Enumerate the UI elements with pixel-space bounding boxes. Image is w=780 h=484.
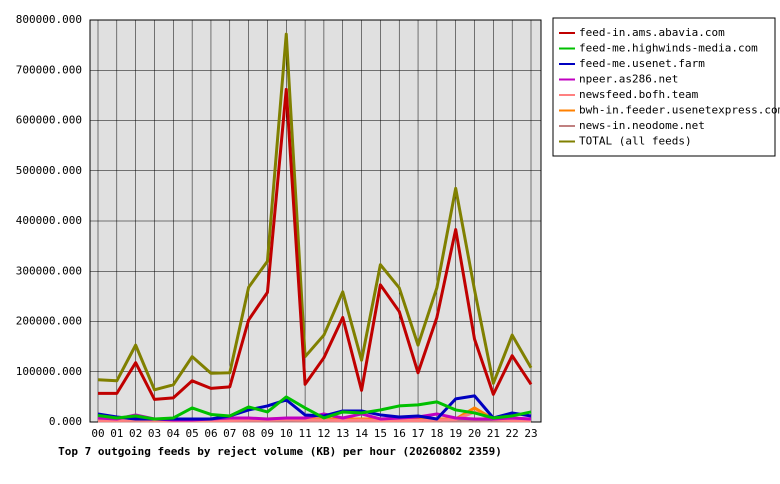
legend-label: npeer.as286.net — [579, 73, 678, 86]
x-tick-label: 15 — [374, 427, 387, 440]
x-tick-label: 06 — [204, 427, 217, 440]
x-tick-label: 17 — [411, 427, 424, 440]
x-tick-label: 01 — [110, 427, 123, 440]
x-tick-label: 07 — [223, 427, 236, 440]
x-tick-label: 11 — [298, 427, 311, 440]
x-tick-label: 00 — [91, 427, 104, 440]
x-tick-label: 13 — [336, 427, 349, 440]
legend-label: TOTAL (all feeds) — [579, 135, 692, 148]
legend-label: newsfeed.bofh.team — [579, 88, 699, 101]
y-tick-label: 300000.000 — [16, 264, 82, 277]
legend-label: feed-in.ams.abavia.com — [579, 26, 725, 39]
series-line — [97, 32, 533, 392]
x-tick-label: 18 — [430, 427, 443, 440]
x-tick-label: 14 — [355, 427, 369, 440]
legend-label: bwh-in.feeder.usenetexpress.com — [579, 104, 780, 117]
x-tick-label: 02 — [129, 427, 142, 440]
legend-label: feed-me.highwinds-media.com — [579, 42, 758, 55]
series-line — [98, 87, 533, 401]
legend-label: feed-me.usenet.farm — [579, 57, 705, 70]
x-tick-label: 03 — [148, 427, 161, 440]
chart-title: Top 7 outgoing feeds by reject volume (K… — [58, 445, 502, 458]
x-tick-label: 10 — [280, 427, 293, 440]
x-tick-label: 12 — [317, 427, 330, 440]
y-tick-label: 700000.000 — [16, 63, 82, 76]
x-tick-label: 20 — [468, 427, 481, 440]
series-line — [97, 395, 532, 421]
y-tick-label: 500000.000 — [16, 164, 82, 177]
x-tick-label: 19 — [449, 427, 462, 440]
x-tick-label: 16 — [393, 427, 406, 440]
y-tick-label: 100000.000 — [16, 365, 82, 378]
legend-box — [552, 17, 776, 157]
legend-label: news-in.neodome.net — [579, 119, 705, 132]
x-tick-label: 21 — [487, 427, 500, 440]
x-tick-label: 22 — [506, 427, 519, 440]
y-tick-label: 400000.000 — [16, 214, 82, 227]
y-tick-label: 200000.000 — [16, 315, 82, 328]
x-tick-label: 23 — [524, 427, 537, 440]
y-tick-label: 0.000 — [49, 415, 82, 428]
x-tick-label: 05 — [186, 427, 199, 440]
x-tick-label: 08 — [242, 427, 255, 440]
x-tick-label: 04 — [167, 427, 181, 440]
y-tick-label: 600000.000 — [16, 114, 82, 127]
x-tick-label: 09 — [261, 427, 274, 440]
y-tick-label: 800000.000 — [16, 13, 82, 26]
